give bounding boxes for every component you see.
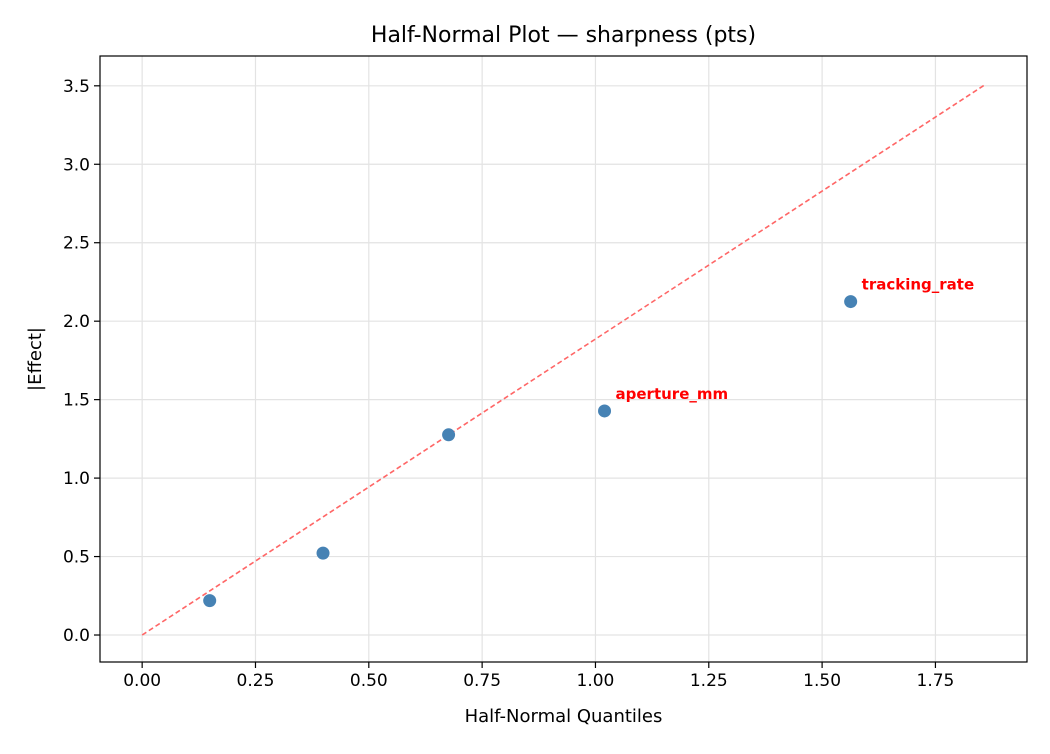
x-tick-label: 1.00 — [577, 671, 615, 691]
y-tick-label: 0.5 — [63, 548, 90, 568]
y-tick-label: 3.5 — [63, 77, 90, 97]
y-tick-label: 0.0 — [63, 626, 90, 646]
y-tick-label: 3.0 — [63, 155, 90, 175]
plot-frame — [99, 55, 1028, 663]
reference-line — [141, 83, 987, 636]
y-ticks: 0.0 0.5 1.0 1.5 2.0 2.5 3.0 3.5 — [63, 77, 100, 646]
point-label: aperture_mm — [616, 385, 729, 403]
y-axis-label: |Effect| — [25, 327, 46, 391]
point-label: tracking_rate — [862, 276, 974, 294]
x-axis-label: Half-Normal Quantiles — [465, 706, 663, 727]
x-tick-label: 1.25 — [690, 671, 728, 691]
x-tick-label: 1.75 — [917, 671, 955, 691]
x-tick-label: 1.50 — [803, 671, 841, 691]
chart-title: Half-Normal Plot — sharpness (pts) — [371, 23, 756, 48]
y-tick-label: 1.5 — [63, 391, 90, 411]
data-point — [316, 546, 330, 560]
x-tick-label: 0.75 — [463, 671, 501, 691]
data-point — [844, 295, 858, 309]
data-point — [598, 404, 612, 418]
x-tick-label: 0.00 — [123, 671, 161, 691]
points-group: aperture_mm tracking_rate — [203, 276, 974, 608]
x-tick-label: 0.25 — [237, 671, 275, 691]
x-tick-label: 0.50 — [350, 671, 388, 691]
grid — [100, 56, 1027, 662]
reference-line-group — [141, 83, 987, 636]
x-ticks: 0.00 0.25 0.50 0.75 1.00 1.25 1.50 1.75 — [123, 662, 954, 691]
y-tick-label: 1.0 — [63, 469, 90, 489]
y-tick-label: 2.5 — [63, 234, 90, 254]
data-point — [442, 428, 456, 442]
y-tick-label: 2.0 — [63, 312, 90, 332]
data-point — [203, 594, 217, 608]
